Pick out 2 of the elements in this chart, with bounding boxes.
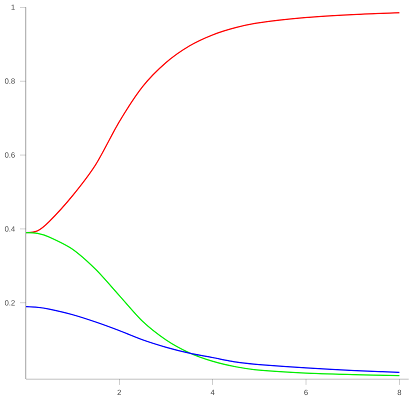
line-series xyxy=(26,232,400,376)
line-series xyxy=(26,306,400,374)
